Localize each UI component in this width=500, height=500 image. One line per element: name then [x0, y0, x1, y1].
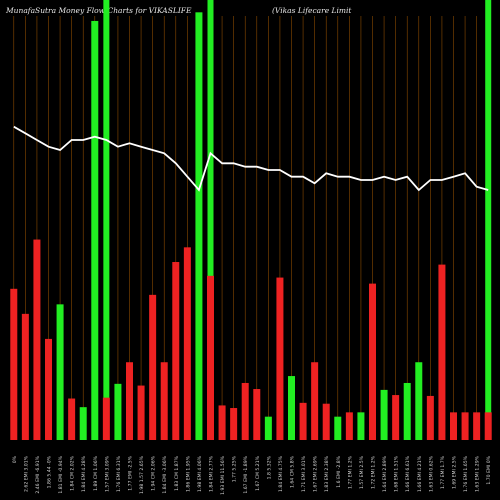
x-tick-label: 1.69 EMI 2.5%: [452, 455, 458, 489]
x-tick-label: 1.63 EMI 0.62%: [428, 455, 434, 492]
x-tick-label: 1.81 EMI -0.94%: [58, 455, 64, 493]
bar: [172, 262, 180, 440]
bar: [345, 412, 353, 440]
bar: [253, 389, 261, 440]
bar: [183, 247, 191, 440]
bar: [241, 382, 249, 440]
bar: [426, 395, 434, 440]
bar: [137, 385, 145, 440]
x-tick-label: 2.46 EMI -6.91%: [35, 455, 41, 493]
bar: [56, 304, 64, 440]
bar: [218, 405, 226, 440]
x-tick-label: 1.94 CM 2.06%: [151, 455, 157, 491]
x-tick-label: 1.64 CM 5.8%: [290, 455, 296, 488]
bar: [230, 408, 238, 440]
chart-title: MunafaSutra Money Flow Charts for VIKASL…: [6, 6, 494, 20]
bar: [380, 389, 388, 440]
bar: [21, 313, 29, 440]
bar: [299, 402, 307, 440]
x-tick-label: 1.84 EMI 4.28%: [81, 455, 87, 492]
bar: [68, 398, 76, 440]
x-tick-label: 1.93 EMI 11.56%: [220, 455, 226, 495]
bar: [450, 412, 457, 440]
chart-title-right: (Vikas Lifecare Limit: [272, 6, 352, 15]
bar: [10, 288, 18, 440]
bar: [357, 412, 365, 440]
bar: [461, 412, 469, 440]
bar: [126, 362, 133, 440]
x-tick-label: 1.83 CM 1.87%: [174, 455, 180, 491]
highlight-column: [485, 0, 492, 440]
x-tick-label: 1.84 EMI 2.77%: [209, 455, 215, 492]
x-tick-label: 1.76 EMI 1.65%: [463, 455, 469, 492]
x-tick-label: 1.77 EMI 1.7%: [440, 455, 446, 489]
bar: [195, 12, 203, 440]
bar: [473, 412, 481, 440]
x-tick-label: 1.84 CM 2.02%: [70, 455, 76, 491]
bar: [438, 264, 446, 440]
bar: [264, 416, 272, 440]
bar: [45, 338, 52, 440]
x-tick-label: 1.76 EMI 6.31%: [116, 455, 122, 492]
bar: [102, 397, 110, 440]
highlight-column: [207, 0, 214, 440]
highlight-column: [103, 0, 110, 440]
x-tick-label: 1.70 EMI 0%: [486, 455, 492, 484]
x-tick-label: 1.66 EMI 6.61%: [405, 455, 411, 492]
x-tick-label: 1.86 5.44 -0%: [47, 455, 53, 488]
x-tick-label: 1.77 EMI 1.2%: [347, 455, 353, 489]
bar: [311, 362, 319, 440]
x-tick-label: 1.77 5.25%: [232, 455, 238, 482]
x-tick-label: 0%: [12, 455, 18, 463]
x-tick-label: 1.6 EMI -2.8%: [336, 455, 342, 487]
bar: [33, 239, 41, 440]
x-tick-label: 2.62 EMI 3.01%: [23, 455, 29, 492]
x-tick-label: 1.64 EMI 2.89%: [382, 455, 388, 492]
x-tick-label: 1.89 CM 1.06%: [93, 455, 99, 491]
bar: [322, 403, 330, 440]
bar: [160, 362, 168, 440]
x-tick-label: 1.66 EMI 4.21%: [417, 455, 423, 492]
x-tick-label: 1.84 EMI 4.75%: [278, 455, 284, 492]
bar: [484, 412, 492, 440]
x-tick-label: 1.67 EMI -1.89%: [243, 455, 249, 493]
chart-title-left: MunafaSutra Money Flow Charts for VIKASL…: [6, 6, 192, 15]
bar: [392, 395, 400, 440]
bar: [207, 275, 214, 440]
x-tick-label: 1.98 EMI 4.06%: [197, 455, 203, 492]
x-tick-label: 1.71 EMI 3.01%: [301, 455, 307, 492]
x-tick-label: 1.83 EMI 2.38%: [324, 455, 330, 492]
x-tick-label: 1.63 EMI 1.29%: [475, 455, 481, 492]
bar: [79, 407, 87, 440]
x-tick-label: 1.86 EMI 1.95%: [185, 455, 191, 492]
bar: [415, 362, 423, 440]
x-tick-label: 1.98 1.57 2.65%: [139, 455, 145, 494]
x-tick-label: 1.67 CM 5.21%: [255, 455, 261, 491]
x-tick-label: 1.57 EMI 3.09%: [104, 455, 110, 492]
bar: [114, 383, 122, 440]
bar: [334, 416, 342, 440]
price-line: [13, 125, 489, 192]
x-tick-label: 1.8 5.32%: [266, 455, 272, 479]
bar: [403, 382, 411, 440]
x-tick-label: 1.57 EMI 2.5%: [359, 455, 365, 489]
bar: [288, 376, 295, 440]
x-tick-label: 1.68 EMI 1.51%: [394, 455, 400, 492]
bar: [369, 283, 376, 440]
x-tick-label: 1.72 EMI 1.2%: [371, 455, 377, 489]
bar: [149, 294, 157, 440]
bar: [91, 20, 99, 441]
x-tick-label: 1.67 EMI 2.69%: [313, 455, 319, 492]
bar: [276, 277, 284, 440]
x-tick-label: 1.77 EMI -2.5%: [128, 455, 134, 490]
x-tick-label: 1.84 EMI -3.06%: [162, 455, 168, 493]
